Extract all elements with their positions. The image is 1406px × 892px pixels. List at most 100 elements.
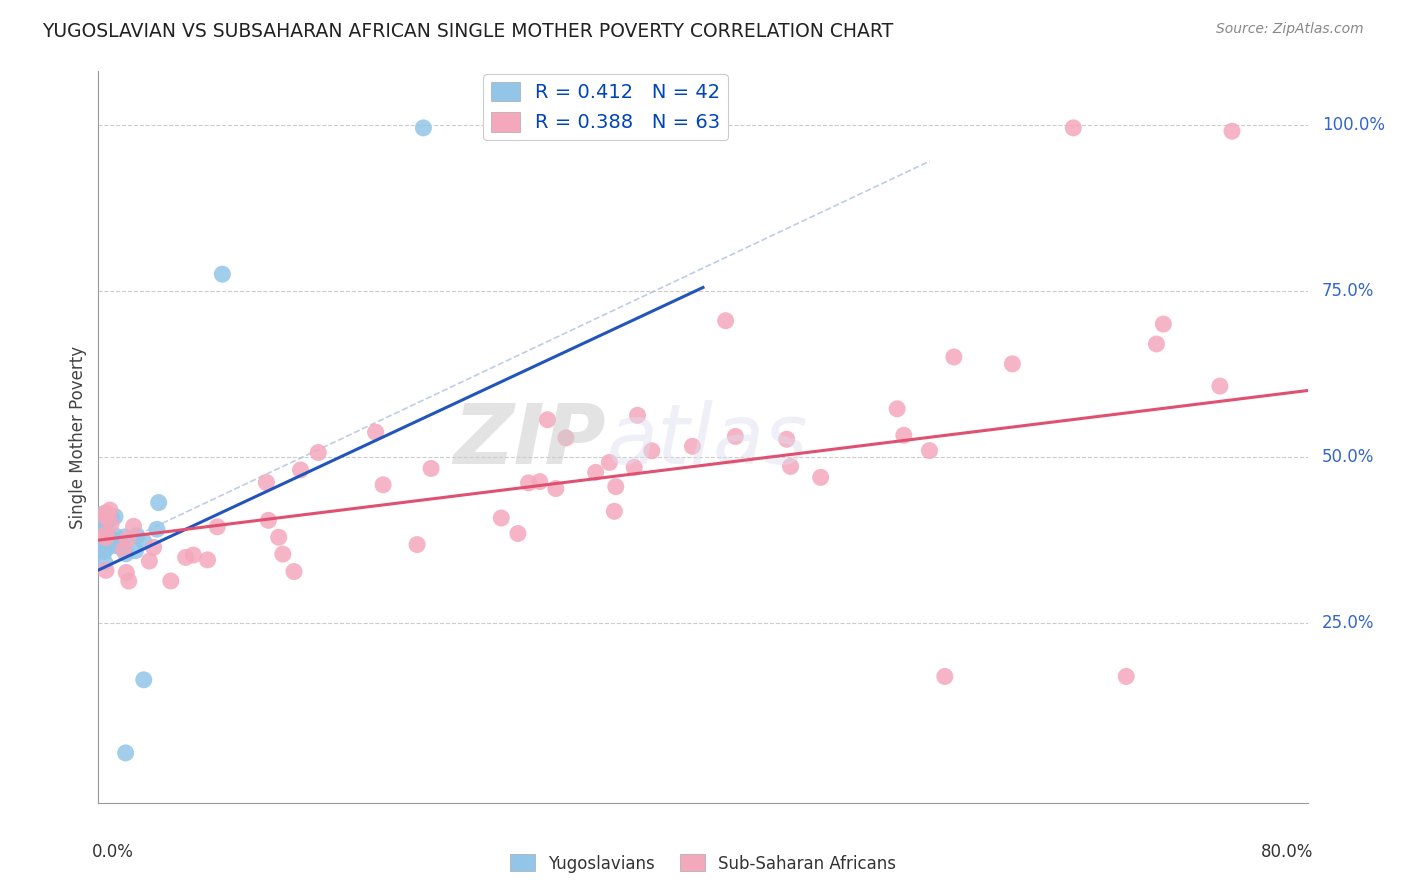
Point <box>714 314 737 328</box>
Point <box>89 541 111 555</box>
Point <box>132 673 155 687</box>
Point <box>91 507 114 521</box>
Point <box>603 504 626 518</box>
Point <box>100 534 122 549</box>
Point <box>93 511 115 525</box>
Point <box>491 511 513 525</box>
Text: 50.0%: 50.0% <box>1322 448 1375 466</box>
Point <box>159 574 181 588</box>
Text: 75.0%: 75.0% <box>1322 282 1375 300</box>
Point <box>94 527 117 541</box>
Point <box>100 511 122 525</box>
Point <box>724 429 747 443</box>
Point <box>114 530 136 544</box>
Point <box>118 574 141 588</box>
Point <box>94 542 117 557</box>
Point <box>112 542 135 557</box>
Point <box>93 529 115 543</box>
Point <box>148 495 170 509</box>
Point <box>125 529 148 543</box>
Point <box>104 509 127 524</box>
Point <box>142 541 165 555</box>
Point <box>89 513 111 527</box>
Point <box>536 413 558 427</box>
Text: ZIP: ZIP <box>454 401 606 482</box>
Point <box>1062 120 1084 135</box>
Point <box>207 520 229 534</box>
Point <box>197 553 219 567</box>
Point <box>211 267 233 281</box>
Point <box>90 527 112 541</box>
Text: atlas: atlas <box>606 401 808 482</box>
Y-axis label: Single Mother Poverty: Single Mother Poverty <box>69 345 87 529</box>
Point <box>506 526 529 541</box>
Point <box>94 509 117 524</box>
Point <box>544 482 567 496</box>
Point <box>1001 357 1024 371</box>
Point <box>256 475 278 490</box>
Point <box>100 534 122 549</box>
Point <box>117 533 139 547</box>
Point <box>91 531 114 545</box>
Point <box>89 524 111 538</box>
Point <box>290 463 312 477</box>
Point <box>93 544 115 558</box>
Point <box>605 480 627 494</box>
Point <box>623 460 645 475</box>
Point <box>105 539 128 553</box>
Point <box>100 516 122 531</box>
Point <box>174 550 197 565</box>
Point <box>94 506 117 520</box>
Point <box>93 555 115 569</box>
Point <box>104 529 127 543</box>
Point <box>1152 317 1174 331</box>
Point <box>90 535 112 549</box>
Point <box>1115 669 1137 683</box>
Point <box>271 547 294 561</box>
Point <box>810 470 832 484</box>
Point <box>893 428 915 442</box>
Point <box>89 538 111 552</box>
Point <box>934 669 956 683</box>
Point <box>97 514 120 528</box>
Point <box>91 533 114 548</box>
Point <box>94 524 117 539</box>
Point <box>1144 337 1167 351</box>
Point <box>1220 124 1243 138</box>
Point <box>110 537 132 551</box>
Point <box>114 746 136 760</box>
Point <box>598 455 620 469</box>
Point <box>124 543 146 558</box>
Point <box>146 522 169 536</box>
Point <box>122 519 145 533</box>
Point <box>918 443 941 458</box>
Text: 100.0%: 100.0% <box>1322 116 1385 134</box>
Point <box>94 531 117 545</box>
Point <box>681 439 703 453</box>
Point <box>626 409 648 423</box>
Point <box>406 538 429 552</box>
Point <box>942 350 965 364</box>
Point <box>371 478 394 492</box>
Point <box>412 120 434 135</box>
Text: Source: ZipAtlas.com: Source: ZipAtlas.com <box>1216 22 1364 37</box>
Point <box>94 534 117 549</box>
Point <box>420 461 443 475</box>
Point <box>94 563 117 577</box>
Point <box>181 548 204 562</box>
Point <box>138 554 160 568</box>
Point <box>94 508 117 522</box>
Point <box>257 513 280 527</box>
Point <box>98 532 121 546</box>
Point <box>886 401 908 416</box>
Point <box>307 445 329 459</box>
Point <box>554 431 576 445</box>
Point <box>98 503 121 517</box>
Text: 0.0%: 0.0% <box>93 843 134 861</box>
Point <box>517 475 540 490</box>
Point <box>91 516 114 531</box>
Point <box>103 533 125 547</box>
Point <box>641 443 664 458</box>
Point <box>779 459 801 474</box>
Text: 25.0%: 25.0% <box>1322 615 1375 632</box>
